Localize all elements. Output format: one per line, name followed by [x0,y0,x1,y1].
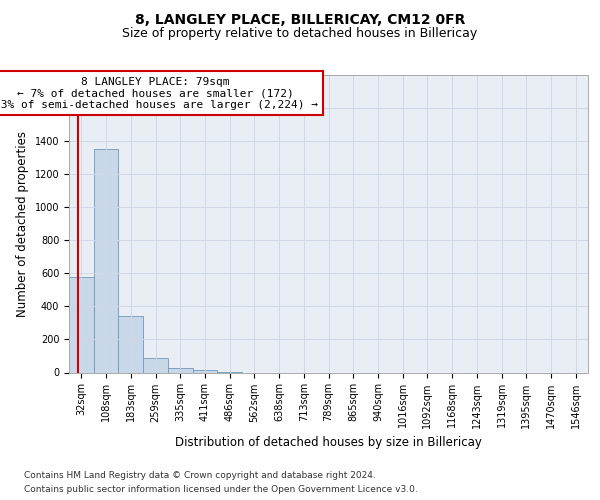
Y-axis label: Number of detached properties: Number of detached properties [16,130,29,317]
Bar [168,368,193,372]
Bar [94,150,118,372]
Text: Size of property relative to detached houses in Billericay: Size of property relative to detached ho… [122,28,478,40]
X-axis label: Distribution of detached houses by size in Billericay: Distribution of detached houses by size … [175,436,482,449]
Bar [193,370,217,372]
Text: 8 LANGLEY PLACE: 79sqm
← 7% of detached houses are smaller (172)
93% of semi-det: 8 LANGLEY PLACE: 79sqm ← 7% of detached … [0,76,317,110]
Bar [118,316,143,372]
Text: 8, LANGLEY PLACE, BILLERICAY, CM12 0FR: 8, LANGLEY PLACE, BILLERICAY, CM12 0FR [135,12,465,26]
Text: Contains public sector information licensed under the Open Government Licence v3: Contains public sector information licen… [24,485,418,494]
Bar [69,278,94,372]
Text: Contains HM Land Registry data © Crown copyright and database right 2024.: Contains HM Land Registry data © Crown c… [24,471,376,480]
Bar [143,358,168,372]
